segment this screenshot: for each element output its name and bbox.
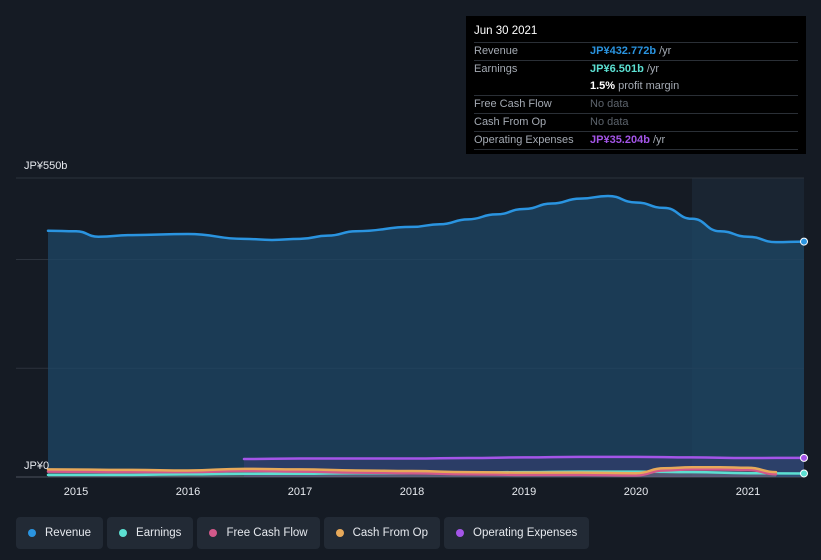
legend-dot-icon: [456, 529, 465, 537]
tooltip-label: Operating Expenses: [474, 134, 574, 146]
tooltip-row-revenue: Revenue JP¥432.772b /yr: [474, 43, 798, 61]
point-earnings-latest: [800, 469, 808, 478]
tooltip-row-cfo: Cash From Op No data: [474, 114, 798, 132]
tooltip-row-earnings: Earnings JP¥6.501b /yr: [474, 61, 798, 78]
point-revenue-latest: [800, 237, 808, 246]
legend-dot-icon: [209, 529, 218, 537]
legend-item-cash-from-op[interactable]: Cash From Op: [323, 517, 441, 549]
area-revenue: [48, 195, 804, 477]
x-tick-label-2015: 2015: [64, 486, 88, 498]
line-cash-from-op: [46, 465, 778, 475]
tooltip-value: 1.5%: [590, 80, 616, 92]
legend-dot-icon: [335, 529, 344, 537]
point-operating-expenses-latest: [800, 453, 808, 462]
legend-label: Earnings: [136, 527, 182, 539]
tooltip-label: Cash From Op: [474, 116, 547, 128]
tooltip-label: Revenue: [474, 45, 519, 57]
legend-item-operating-expenses[interactable]: Operating Expenses: [444, 517, 590, 549]
x-tick-label-2017: 2017: [288, 486, 312, 498]
legend-label: Free Cash Flow: [226, 527, 308, 539]
tooltip-value: No data: [590, 98, 629, 110]
legend-item-revenue[interactable]: Revenue: [16, 517, 104, 549]
legend-item-free-cash-flow[interactable]: Free Cash Flow: [197, 517, 320, 549]
tooltip-unit: /yr: [646, 63, 660, 75]
legend-dot-icon: [119, 529, 128, 537]
tooltip-unit: profit margin: [618, 80, 680, 92]
tooltip-value: JP¥432.772b: [590, 45, 657, 57]
legend-label: Revenue: [45, 527, 92, 539]
tooltip-value: JP¥6.501b: [590, 63, 644, 75]
tooltip-label: Free Cash Flow: [474, 98, 552, 110]
x-tick-label-2021: 2021: [736, 486, 760, 498]
legend-label: Operating Expenses: [473, 527, 578, 539]
tooltip-unit: /yr: [652, 134, 666, 146]
tooltip-label: [474, 78, 590, 95]
line-operating-expenses: [242, 455, 806, 461]
x-tick-label-2016: 2016: [176, 486, 200, 498]
line-free-cash-flow: [46, 468, 778, 477]
tooltip-value: No data: [590, 116, 629, 128]
data-tooltip: Jun 30 2021 Revenue JP¥432.772b /yr Earn…: [466, 16, 806, 154]
x-tick-label-2019: 2019: [512, 486, 536, 498]
legend-item-earnings[interactable]: Earnings: [107, 517, 194, 549]
tooltip-unit: /yr: [659, 45, 672, 57]
x-tick-label-2018: 2018: [400, 486, 424, 498]
legend-dot-icon: [28, 529, 36, 537]
tooltip-row-margin: 1.5% profit margin: [474, 78, 798, 96]
chart-legend: Revenue Earnings Free Cash Flow Cash Fro…: [16, 517, 590, 549]
tooltip-value: JP¥35.204b: [590, 134, 650, 146]
y-tick-label-top: JP¥550b: [24, 160, 68, 172]
tooltip-date: Jun 30 2021: [474, 22, 798, 43]
legend-label: Cash From Op: [352, 527, 429, 539]
line-revenue: [46, 194, 806, 244]
tooltip-row-fcf: Free Cash Flow No data: [474, 96, 798, 114]
tooltip-row-opex: Operating Expenses JP¥35.204b /yr: [474, 132, 798, 150]
x-tick-label-2020: 2020: [624, 486, 648, 498]
y-tick-label-bottom: JP¥0: [24, 460, 50, 472]
tooltip-label: Earnings: [474, 63, 518, 75]
